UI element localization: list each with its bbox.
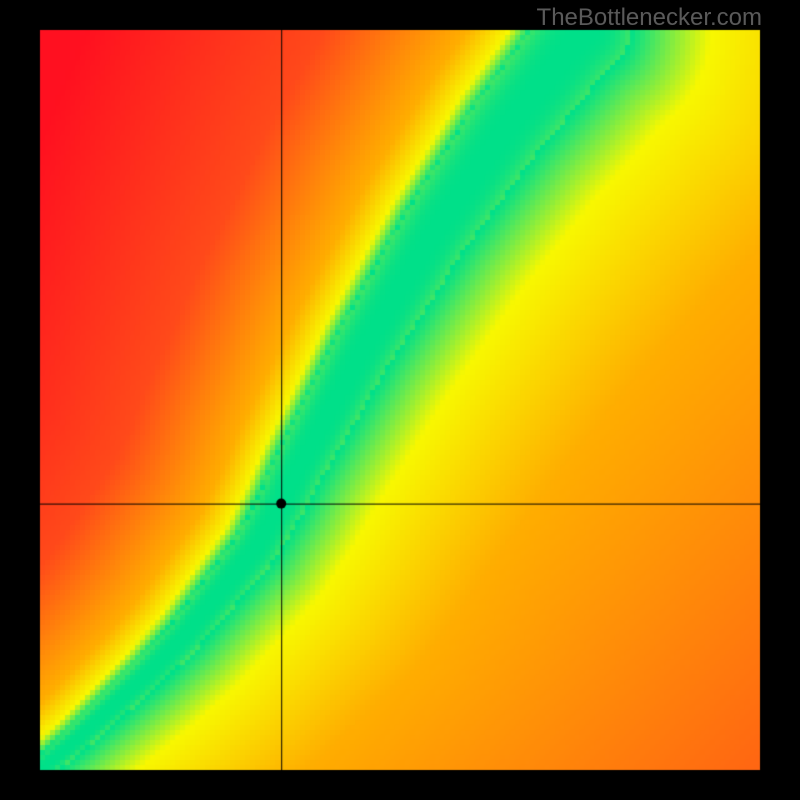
chart-container: { "canvas": { "width": 800, "height": 80…	[0, 0, 800, 800]
watermark-text: TheBottlenecker.com	[537, 4, 762, 32]
heatmap-canvas	[0, 0, 800, 800]
